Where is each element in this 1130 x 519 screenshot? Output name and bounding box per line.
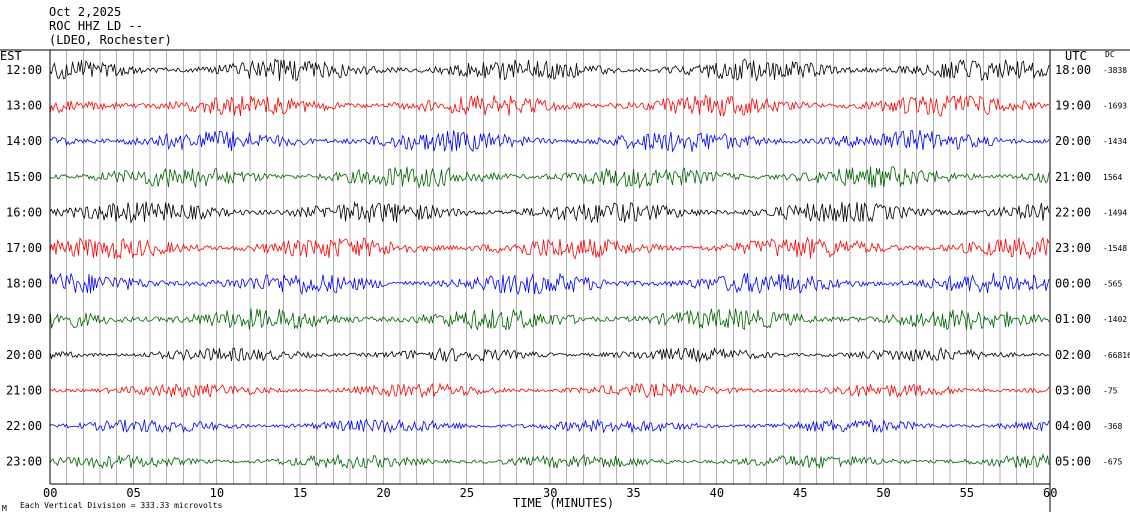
dc-offset-label: -1693	[1103, 102, 1127, 111]
x-tick-label: 55	[960, 486, 974, 500]
x-axis-label: TIME (MINUTES)	[513, 496, 614, 510]
trace-1500	[49, 166, 1050, 189]
est-hour-label: 16:00	[6, 205, 42, 219]
est-hour-label: 18:00	[6, 277, 42, 291]
x-tick-label: 40	[710, 486, 724, 500]
x-tick-labels: 00 05 10 15 20 25 30 35 40 45 50 55 60	[43, 486, 1057, 500]
est-hour-label: 17:00	[6, 241, 42, 255]
utc-hour-label: 22:00	[1055, 205, 1091, 219]
dc-offset-label: 1564	[1103, 173, 1122, 182]
utc-hour-label: 00:00	[1055, 277, 1091, 291]
x-tick-label: 60	[1043, 486, 1057, 500]
est-hour-label: 15:00	[6, 170, 42, 184]
x-tick-label: 20	[376, 486, 390, 500]
x-tick-label: 15	[293, 486, 307, 500]
dc-label: DC	[1105, 50, 1115, 59]
trace-2300	[49, 453, 1050, 470]
utc-hour-label: 04:00	[1055, 419, 1091, 433]
est-hour-label: 12:00	[6, 63, 42, 77]
dc-offset-label: -668167	[1103, 351, 1130, 360]
row-labels: 12:00 18:00 -3838 13:00 19:00 -1693 14:00 20:00…	[6, 63, 1130, 469]
dc-offset-label: -1434	[1103, 137, 1127, 146]
est-hour-label: 21:00	[6, 383, 42, 397]
dc-offset-label: -565	[1103, 280, 1122, 289]
utc-hour-label: 02:00	[1055, 348, 1091, 362]
dc-offset-label: -1402	[1103, 315, 1127, 324]
dc-offset-label: -675	[1103, 458, 1122, 467]
trace-1700	[49, 236, 1050, 260]
header-station: ROC HHZ LD --	[49, 19, 143, 33]
trace-1300	[49, 94, 1050, 117]
trace-2000	[49, 347, 1050, 364]
x-tick-label: 00	[43, 486, 57, 500]
dc-offset-label: -3838	[1103, 66, 1127, 75]
trace-1600	[49, 201, 1050, 224]
dc-offset-label: -368	[1103, 422, 1122, 431]
dc-offset-label: -75	[1103, 386, 1118, 395]
est-hour-label: 13:00	[6, 99, 42, 113]
corner-mark: M	[2, 504, 7, 513]
x-tick-label: 05	[126, 486, 140, 500]
dc-offset-label: -1548	[1103, 244, 1127, 253]
trace-1400	[49, 130, 1050, 153]
est-hour-label: 20:00	[6, 348, 42, 362]
utc-hour-label: 01:00	[1055, 312, 1091, 326]
x-tick-label: 35	[626, 486, 640, 500]
utc-hour-label: 18:00	[1055, 63, 1091, 77]
utc-hour-label: 03:00	[1055, 383, 1091, 397]
header-date: Oct 2,2025	[49, 5, 121, 19]
minute-grid	[66, 50, 1034, 484]
trace-2200	[49, 418, 1050, 434]
trace-2100	[49, 382, 1050, 399]
est-hour-label: 23:00	[6, 455, 42, 469]
trace-1900	[49, 308, 1050, 332]
est-hour-label: 19:00	[6, 312, 42, 326]
trace-1800	[49, 272, 1050, 296]
x-tick-label: 30	[543, 486, 557, 500]
utc-label: UTC	[1065, 49, 1087, 63]
est-label: EST	[0, 49, 22, 63]
x-tick-label: 25	[460, 486, 474, 500]
utc-hour-label: 21:00	[1055, 170, 1091, 184]
trace-1200	[49, 58, 1050, 82]
dc-offset-label: -1494	[1103, 208, 1127, 217]
utc-hour-label: 05:00	[1055, 455, 1091, 469]
x-tick-label: 50	[876, 486, 890, 500]
header-location: (LDEO, Rochester)	[49, 33, 172, 47]
utc-hour-label: 19:00	[1055, 99, 1091, 113]
est-hour-label: 22:00	[6, 419, 42, 433]
utc-hour-label: 20:00	[1055, 134, 1091, 148]
utc-hour-label: 23:00	[1055, 241, 1091, 255]
seismic-traces	[49, 58, 1050, 470]
scale-note: Each Vertical Division = 333.33 microvol…	[20, 501, 222, 510]
est-hour-label: 14:00	[6, 134, 42, 148]
x-tick-label: 10	[210, 486, 224, 500]
x-tick-label: 45	[793, 486, 807, 500]
